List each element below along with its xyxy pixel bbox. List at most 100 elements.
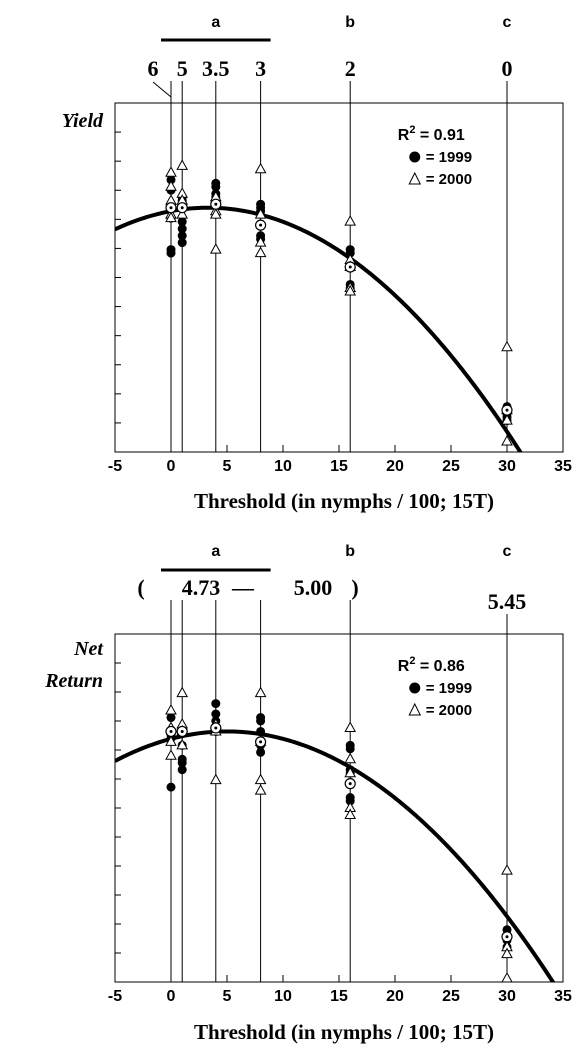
group-letter: b bbox=[345, 543, 355, 560]
x-tick-label: 20 bbox=[386, 458, 404, 475]
point-2000 bbox=[501, 340, 513, 352]
x-tick-label: 30 bbox=[498, 458, 516, 475]
point-2000 bbox=[176, 686, 189, 698]
point-1999 bbox=[166, 175, 176, 185]
point-2000 bbox=[165, 735, 177, 746]
point-1999 bbox=[177, 758, 187, 768]
point-1999 bbox=[177, 765, 187, 775]
point-mean-dot bbox=[169, 206, 173, 210]
point-mean-dot bbox=[348, 782, 352, 786]
x-tick-label: 0 bbox=[167, 458, 176, 475]
point-2000 bbox=[176, 738, 189, 750]
point-mean-dot bbox=[259, 740, 263, 744]
x-tick-label: 10 bbox=[274, 988, 292, 1005]
y-axis-title: Yield bbox=[62, 110, 104, 132]
point-2000 bbox=[254, 686, 267, 698]
point-1999 bbox=[177, 217, 187, 227]
legend-label: = 1999 bbox=[426, 149, 472, 166]
point-2000 bbox=[165, 166, 177, 177]
point-2000 bbox=[344, 284, 357, 296]
top-value-label: 2 bbox=[345, 56, 356, 81]
point-mean-dot bbox=[169, 729, 173, 733]
x-tick-label: 0 bbox=[167, 988, 176, 1005]
top-value-label: 0 bbox=[502, 56, 513, 81]
group-letter: b bbox=[345, 14, 355, 31]
point-1999 bbox=[256, 726, 266, 736]
point-2000 bbox=[209, 243, 222, 254]
point-2000 bbox=[209, 208, 222, 219]
point-2000 bbox=[254, 784, 267, 795]
legend-marker-1999 bbox=[409, 151, 421, 163]
legend-marker-2000 bbox=[408, 171, 422, 185]
legend-marker-1999 bbox=[409, 682, 421, 694]
point-1999 bbox=[166, 713, 176, 723]
point-1999 bbox=[345, 796, 355, 806]
point-mean-dot bbox=[214, 726, 218, 730]
point-1999 bbox=[256, 716, 266, 726]
x-tick-label: 10 bbox=[274, 458, 292, 475]
point-mean-dot bbox=[214, 202, 218, 206]
x-tick-label: -5 bbox=[108, 988, 122, 1005]
point-2000 bbox=[254, 162, 267, 174]
point-1999 bbox=[345, 248, 355, 258]
x-tick-label: 20 bbox=[386, 988, 404, 1005]
point-2000 bbox=[165, 211, 177, 223]
top-value-label: 3.5 bbox=[202, 56, 230, 81]
point-2000 bbox=[176, 159, 189, 170]
x-axis-title: Threshold (in nymphs / 100; 15T) bbox=[194, 1020, 494, 1044]
legend-label: = 2000 bbox=[426, 171, 472, 188]
group-letter: a bbox=[211, 14, 220, 31]
x-tick-label: 35 bbox=[554, 988, 572, 1005]
r2-label: R2 = 0.91 bbox=[398, 124, 465, 144]
point-mean-dot bbox=[180, 206, 184, 210]
point-2000 bbox=[209, 773, 222, 785]
point-1999 bbox=[177, 231, 187, 241]
x-tick-label: 25 bbox=[442, 458, 460, 475]
top-value-label: 5.45 bbox=[488, 589, 527, 614]
point-1999 bbox=[177, 238, 187, 248]
point-2000 bbox=[344, 752, 357, 764]
x-tick-label: 15 bbox=[330, 458, 348, 475]
range-label: 5.00 bbox=[294, 575, 333, 600]
point-2000 bbox=[254, 208, 267, 219]
top-value-leader bbox=[152, 81, 172, 98]
point-2000 bbox=[344, 766, 357, 778]
point-1999 bbox=[211, 182, 221, 192]
y-axis-title: Return bbox=[44, 670, 103, 692]
point-1999 bbox=[166, 782, 176, 792]
range-label: 4.73 bbox=[182, 575, 221, 600]
point-2000 bbox=[501, 864, 513, 875]
range-label: ( bbox=[137, 575, 144, 600]
point-2000 bbox=[165, 704, 177, 715]
legend-marker-2000 bbox=[408, 702, 422, 716]
point-mean-dot bbox=[505, 935, 509, 939]
top-value-label: 6 bbox=[148, 56, 159, 81]
point-2000 bbox=[501, 947, 513, 959]
range-label: — bbox=[231, 575, 255, 600]
group-letter: c bbox=[503, 543, 512, 560]
point-2000 bbox=[344, 215, 357, 226]
point-2000 bbox=[501, 971, 513, 983]
point-2000 bbox=[501, 435, 513, 446]
x-tick-label: 35 bbox=[554, 458, 572, 475]
legend-label: = 2000 bbox=[426, 702, 472, 719]
point-1999 bbox=[211, 709, 221, 719]
point-1999 bbox=[211, 699, 221, 709]
x-tick-label: 5 bbox=[223, 988, 232, 1005]
point-2000 bbox=[344, 721, 357, 732]
y-axis-title: Net bbox=[73, 638, 104, 660]
point-2000 bbox=[254, 773, 267, 785]
point-mean-dot bbox=[259, 223, 263, 227]
x-tick-label: 15 bbox=[330, 988, 348, 1005]
x-axis-title: Threshold (in nymphs / 100; 15T) bbox=[194, 489, 494, 513]
point-2000 bbox=[254, 236, 267, 247]
r2-label: R2 = 0.86 bbox=[398, 655, 465, 675]
point-2000 bbox=[176, 208, 189, 219]
point-2000 bbox=[165, 749, 177, 760]
group-letter: a bbox=[211, 543, 220, 560]
fit-curve bbox=[115, 205, 523, 452]
point-1999 bbox=[256, 747, 266, 757]
point-1999 bbox=[177, 224, 187, 234]
chart-panel-1: -5 0 5 10 15 20 25 30 356 5 3.5 3 2 0a b cYieldThreshol… bbox=[62, 14, 572, 513]
